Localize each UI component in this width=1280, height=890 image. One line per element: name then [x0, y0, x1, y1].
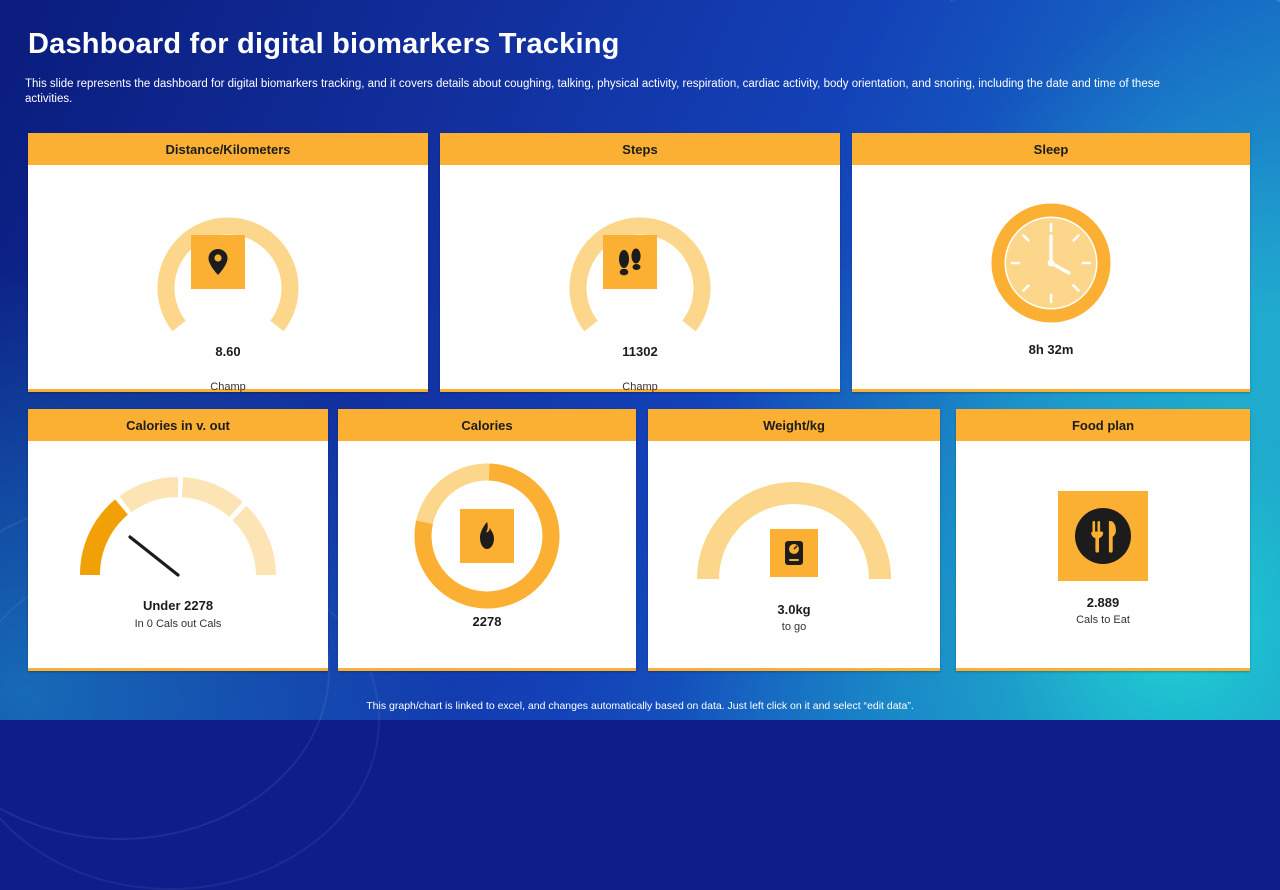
- fork-knife-icon: [1058, 491, 1148, 581]
- card-weight-body: 3.0kg to go: [648, 441, 940, 671]
- calories-value: 2278: [472, 614, 502, 629]
- card-distance-body: 8.60 Champ: [28, 165, 428, 393]
- card-food-plan-body: 2.889 Cals to Eat: [956, 441, 1250, 671]
- weight-sub: to go: [781, 621, 807, 633]
- food-plan-sub: Cals to Eat: [1076, 614, 1130, 626]
- footprints-icon: [603, 235, 657, 289]
- food-plan-value: 2.889: [1086, 595, 1120, 610]
- footer-note: This graph/chart is linked to excel, and…: [366, 700, 914, 712]
- scale-icon: [770, 529, 818, 577]
- page-subtitle: This slide represents the dashboard for …: [25, 78, 1160, 105]
- card-calories-in-out[interactable]: Calories in v. out Under 2278 In 0 Cals …: [28, 409, 328, 671]
- calories-in-out-value: Under 2278: [142, 598, 214, 613]
- card-sleep-title: Sleep: [852, 133, 1250, 165]
- steps-gauge-svg: [569, 217, 711, 332]
- card-calories-title: Calories: [338, 409, 636, 441]
- card-sleep[interactable]: Sleep: [852, 133, 1250, 392]
- card-food-plan[interactable]: Food plan 2.889 Cals to Eat: [956, 409, 1250, 671]
- distance-gauge-svg: [157, 217, 299, 332]
- distance-sub: Champ: [210, 381, 246, 393]
- card-steps[interactable]: Steps 11302 Champ: [440, 133, 840, 393]
- clock-icon: [991, 203, 1111, 323]
- card-calories-in-out-body: Under 2278 In 0 Cals out Cals: [28, 441, 328, 671]
- card-sleep-body: 8h 32m: [852, 165, 1250, 392]
- card-calories[interactable]: Calories 2278: [338, 409, 636, 671]
- card-calories-body: 2278: [338, 441, 636, 671]
- steps-sub: Champ: [622, 381, 658, 393]
- steps-gauge: [545, 185, 735, 360]
- weight-value: 3.0kg: [777, 602, 811, 617]
- page-title: Dashboard for digital biomarkers Trackin…: [28, 28, 620, 60]
- gauge-needle-icon: [79, 476, 276, 577]
- distance-gauge: [133, 185, 323, 360]
- card-steps-body: 11302 Champ: [440, 165, 840, 393]
- calories-ring-svg: [414, 463, 560, 609]
- card-distance-title: Distance/Kilometers: [28, 133, 428, 165]
- location-pin-icon: [191, 235, 245, 289]
- card-weight-title: Weight/kg: [648, 409, 940, 441]
- card-distance[interactable]: Distance/Kilometers 8.60 Champ: [28, 133, 428, 393]
- food-plan-icon-box: [1058, 491, 1148, 581]
- sleep-clock: [991, 203, 1111, 328]
- calories-in-out-sub: In 0 Cals out Cals: [134, 618, 222, 630]
- weight-gauge: [694, 479, 894, 594]
- calories-in-out-gauge: [68, 475, 288, 590]
- calories-gauge: [397, 451, 577, 626]
- card-weight[interactable]: Weight/kg 3.0kg to go: [648, 409, 940, 671]
- distance-value: 8.60: [215, 344, 241, 359]
- flame-icon: [460, 509, 514, 563]
- card-calories-in-out-title: Calories in v. out: [28, 409, 328, 441]
- card-steps-title: Steps: [440, 133, 840, 165]
- card-food-plan-title: Food plan: [956, 409, 1250, 441]
- steps-value: 11302: [622, 344, 658, 359]
- sleep-value: 8h 32m: [1028, 342, 1074, 357]
- weight-gauge-svg: [697, 482, 891, 580]
